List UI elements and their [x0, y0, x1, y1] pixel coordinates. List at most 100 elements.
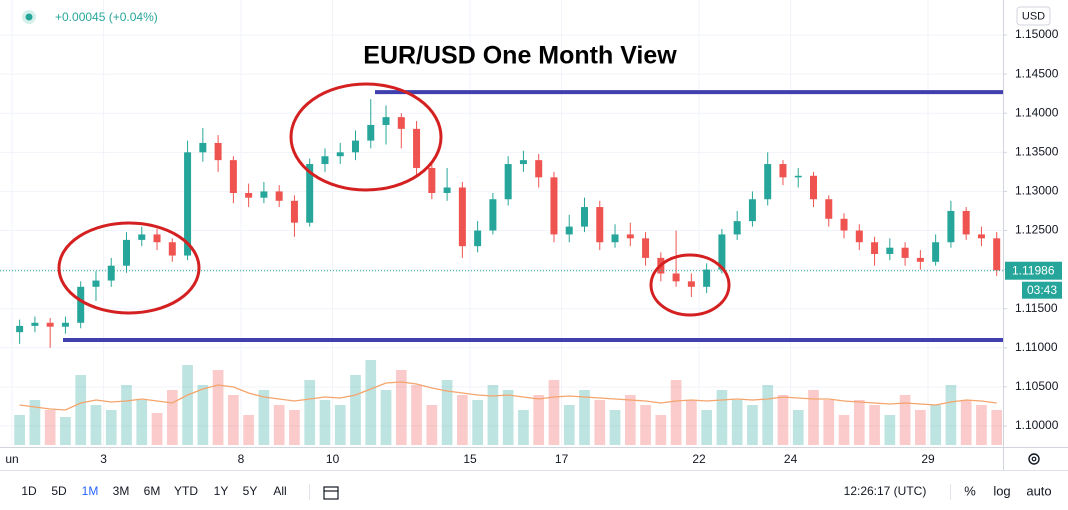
range-button[interactable]: 1Y	[214, 484, 229, 498]
volume-bar	[884, 415, 896, 445]
candle-body	[16, 325, 24, 333]
candle-body	[504, 164, 512, 200]
volume-bar	[228, 395, 239, 445]
volume-bar	[670, 380, 682, 445]
volume-bar	[808, 390, 819, 445]
volume-bar	[823, 400, 835, 445]
candle-body	[519, 160, 527, 165]
x-tick-label: 29	[921, 452, 935, 466]
price-change: +0.00045 (+0.04%)	[55, 10, 158, 24]
range-button[interactable]: All	[273, 484, 286, 498]
gear	[1028, 453, 1040, 465]
candle-body	[810, 175, 817, 200]
candle-body	[199, 142, 207, 153]
x-tick-label: 22	[692, 452, 706, 466]
volume-bar	[640, 405, 651, 445]
candle-body	[214, 142, 222, 161]
volume-pane	[14, 360, 1003, 445]
candle-body	[229, 160, 237, 193]
status-dot	[25, 13, 33, 21]
range-button[interactable]: 1D	[21, 484, 37, 498]
candle-body	[336, 152, 344, 157]
volume-bar	[14, 415, 25, 445]
annotations	[0, 82, 1003, 342]
volume-bar	[166, 390, 178, 445]
x-tick-label: 8	[238, 452, 245, 466]
chart-title: EUR/USD One Month View	[363, 42, 677, 70]
countdown-label: 03:43	[1027, 283, 1057, 297]
candle-body	[352, 140, 359, 153]
candle-body	[168, 242, 176, 256]
y-tick-label: 1.11500	[1015, 301, 1058, 315]
candle-body	[245, 192, 253, 198]
y-tick-label: 1.14500	[1015, 66, 1059, 80]
candle-body	[581, 207, 588, 227]
calendar	[323, 486, 339, 500]
candle-body	[474, 230, 482, 247]
range-button[interactable]: 5Y	[243, 484, 258, 498]
candle-body	[886, 247, 894, 254]
range-button[interactable]: 5D	[51, 484, 67, 498]
x-tick-label: 17	[555, 452, 569, 466]
candle-body	[733, 221, 741, 235]
scale-option[interactable]: log	[993, 483, 1010, 498]
range-button[interactable]: 6M	[144, 484, 161, 498]
volume-bar	[426, 405, 438, 445]
candle-body	[611, 234, 619, 243]
volume-bar	[716, 390, 728, 445]
candle-body	[794, 175, 802, 178]
candle-body	[962, 210, 970, 235]
volume-bar	[243, 415, 254, 445]
volume-bar	[777, 395, 789, 445]
volume-bar	[105, 410, 117, 445]
volume-bar	[90, 405, 102, 445]
volume-bar	[411, 385, 422, 445]
settings-icon[interactable]	[1028, 453, 1040, 465]
range-button[interactable]: 1M	[82, 484, 99, 498]
volume-bar	[945, 385, 957, 445]
candle-body	[901, 247, 909, 258]
candle-body	[184, 152, 192, 256]
y-tick-label: 1.15000	[1015, 27, 1059, 41]
axes: 1.15000 1.14500 1.14000 1.13500 1.13000 1.125…	[5, 27, 1062, 466]
volume-bar	[182, 365, 193, 445]
candle-body	[565, 226, 573, 235]
candle-body	[92, 280, 100, 287]
range-button[interactable]: 3M	[113, 484, 130, 498]
volume-bar	[350, 375, 361, 445]
volume-bar	[151, 413, 163, 445]
volume-bar	[548, 380, 560, 445]
candle-body	[77, 286, 85, 323]
volume-bar	[579, 390, 590, 445]
candle-body	[687, 281, 695, 287]
candle-body	[932, 242, 940, 262]
volume-bar	[838, 415, 850, 445]
candle-body	[123, 239, 130, 266]
candle-body	[764, 164, 772, 200]
y-tick-label: 1.12500	[1015, 223, 1059, 237]
volume-bar	[304, 380, 316, 445]
candle-body	[367, 124, 375, 141]
candle-body	[672, 273, 680, 282]
scale-option[interactable]: %	[964, 483, 976, 498]
candle-body	[260, 191, 268, 198]
x-tick-label: 24	[784, 452, 798, 466]
volume-bar	[289, 410, 300, 445]
candle-body	[382, 117, 390, 125]
volume-bar	[731, 400, 743, 445]
range-button[interactable]: YTD	[174, 484, 198, 498]
scale-option[interactable]: auto	[1026, 483, 1051, 498]
candle-body	[703, 269, 711, 287]
volume-bar	[533, 395, 545, 445]
date-range-icon[interactable]	[323, 486, 339, 500]
candle-body	[306, 164, 314, 223]
volume-bar	[609, 410, 621, 445]
volume-bar	[273, 405, 285, 445]
candle-body	[61, 322, 69, 327]
volume-bar	[930, 405, 941, 445]
volume-bar	[762, 385, 774, 445]
volume-bar	[869, 405, 880, 445]
currency-box[interactable]	[1016, 6, 1051, 26]
candle-body	[290, 200, 298, 223]
